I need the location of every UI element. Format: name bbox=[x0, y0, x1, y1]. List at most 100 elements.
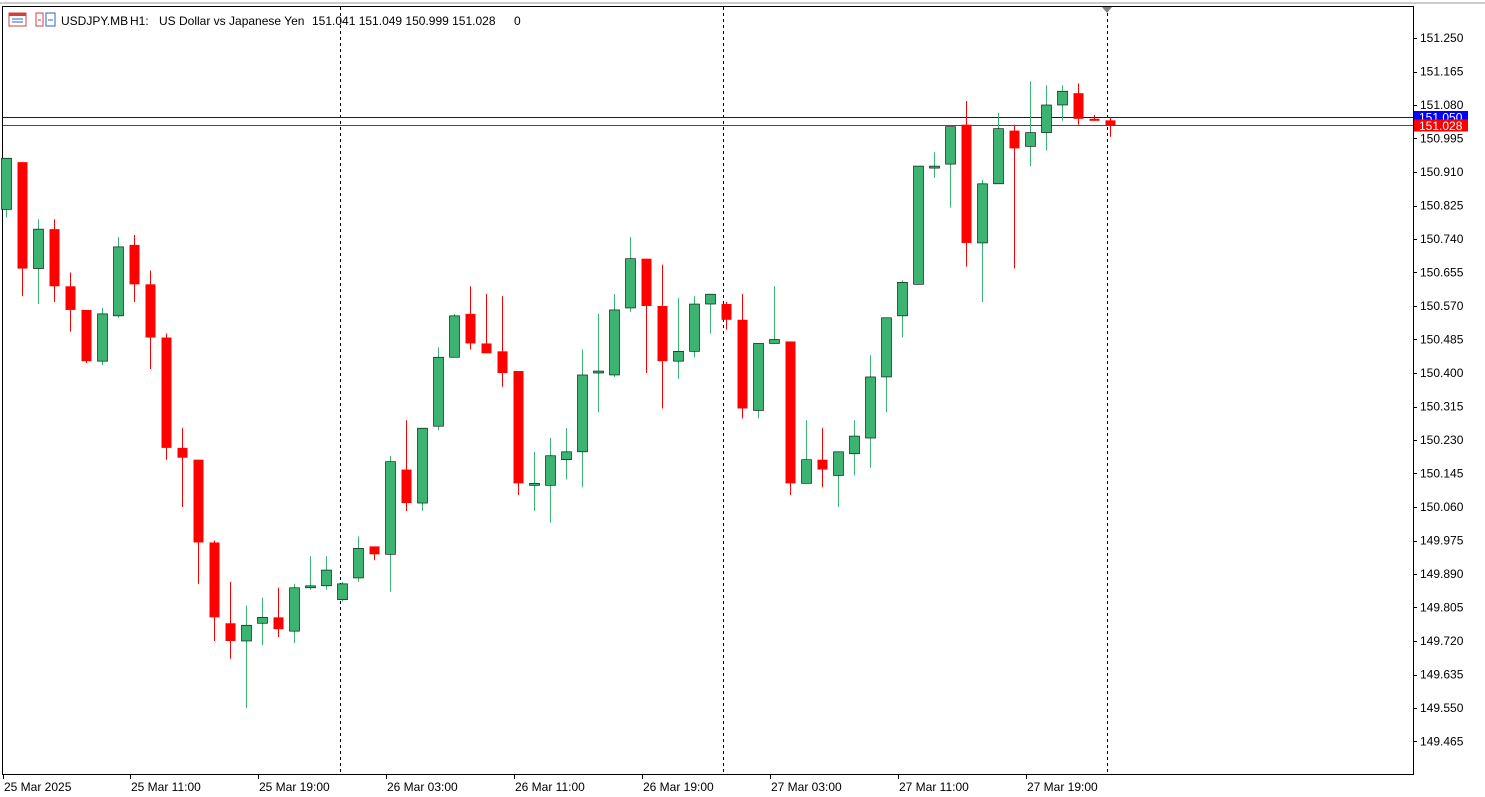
bearish-candle bbox=[81, 309, 92, 364]
bullish-candle bbox=[321, 556, 332, 590]
candle-body bbox=[417, 427, 428, 504]
time-tick-label: 27 Mar 11:00 bbox=[899, 780, 969, 794]
bearish-candle bbox=[481, 294, 492, 354]
candle-body bbox=[625, 258, 636, 309]
time-tick-label: 25 Mar 11:00 bbox=[131, 780, 201, 794]
candle-body bbox=[1073, 93, 1084, 119]
price-tick-label: 150.230 bbox=[1420, 433, 1464, 447]
bullish-candle bbox=[545, 438, 556, 523]
candle-body bbox=[865, 376, 876, 439]
price-axis[interactable]: 151.250 151.165 151.080 150.995 150.910 150.8… bbox=[1413, 31, 1464, 749]
price-tick-label: 150.570 bbox=[1420, 299, 1464, 313]
shift-marker-icon[interactable] bbox=[1102, 7, 1112, 13]
time-axis[interactable]: 25 Mar 2025 25 Mar 11:00 25 Mar 19:00 26 Ma… bbox=[3, 775, 1099, 794]
price-tick-label: 150.740 bbox=[1420, 232, 1464, 246]
candle-body bbox=[129, 244, 140, 285]
candle-body bbox=[65, 286, 76, 310]
candle-body bbox=[385, 461, 396, 555]
bullish-candle bbox=[977, 179, 988, 303]
candle-body bbox=[177, 447, 188, 458]
candle-body bbox=[305, 585, 316, 589]
candle-body bbox=[465, 313, 476, 344]
bullish-candle bbox=[305, 556, 316, 590]
bearish-candle bbox=[369, 546, 380, 561]
chart-window-icon[interactable] bbox=[8, 12, 27, 27]
candle-body bbox=[1105, 120, 1116, 126]
candle-body bbox=[817, 459, 828, 470]
price-tick-label: 149.720 bbox=[1420, 634, 1464, 648]
bearish-candle bbox=[129, 235, 140, 303]
candle-body bbox=[1025, 132, 1036, 147]
candle-body bbox=[17, 162, 28, 269]
candle-body bbox=[881, 317, 892, 378]
last-price-badge: 151.028 bbox=[1414, 119, 1468, 133]
price-tick-label: 149.465 bbox=[1420, 735, 1464, 749]
candle-body bbox=[769, 339, 780, 344]
bearish-candle bbox=[65, 272, 76, 332]
bullish-candle bbox=[257, 597, 268, 645]
bearish-candle bbox=[225, 581, 236, 659]
candle-body bbox=[1009, 130, 1020, 149]
one-click-trading-icon[interactable] bbox=[35, 12, 56, 27]
bullish-candle bbox=[433, 347, 444, 431]
candle-body bbox=[241, 624, 252, 642]
candle-body bbox=[433, 356, 444, 427]
time-tick-label: 27 Mar 19:00 bbox=[1027, 780, 1098, 794]
time-tick-label: 25 Mar 2025 bbox=[4, 780, 72, 794]
candle-body bbox=[1041, 104, 1052, 133]
time-tick-label: 26 Mar 03:00 bbox=[387, 780, 458, 794]
bullish-candle bbox=[561, 428, 572, 480]
candle-body bbox=[1089, 118, 1100, 121]
candle-body bbox=[529, 483, 540, 486]
candle-body bbox=[929, 165, 940, 169]
bearish-candle bbox=[193, 459, 204, 584]
bearish-candle bbox=[1073, 83, 1084, 125]
price-tick-label: 150.315 bbox=[1420, 400, 1464, 414]
candle-body bbox=[353, 548, 364, 579]
bearish-candle bbox=[721, 302, 732, 330]
bearish-candle bbox=[177, 428, 188, 507]
bullish-candle bbox=[337, 581, 348, 602]
time-tick-label: 26 Mar 19:00 bbox=[643, 780, 714, 794]
candle-body bbox=[913, 165, 924, 285]
candle-body bbox=[785, 341, 796, 484]
bullish-candle bbox=[625, 237, 636, 312]
bullish-candle bbox=[769, 286, 780, 344]
bearish-candle bbox=[209, 540, 220, 641]
bullish-candle bbox=[881, 317, 892, 413]
price-tick-label: 150.910 bbox=[1420, 165, 1464, 179]
bearish-candle bbox=[145, 270, 156, 370]
bullish-candle bbox=[609, 294, 620, 377]
bullish-candle bbox=[801, 420, 812, 484]
candle-body bbox=[337, 583, 348, 600]
bullish-candle bbox=[385, 455, 396, 592]
price-tick-label: 151.250 bbox=[1420, 31, 1464, 45]
bullish-candle bbox=[849, 420, 860, 476]
price-tick-label: 149.550 bbox=[1420, 701, 1464, 715]
price-tick-label: 149.975 bbox=[1420, 534, 1464, 548]
header-description: US Dollar vs Japanese Yen bbox=[159, 14, 304, 28]
candle-body bbox=[257, 617, 268, 624]
bullish-candle bbox=[1, 157, 12, 218]
candle-body bbox=[1057, 90, 1068, 106]
candle-body bbox=[593, 370, 604, 374]
bearish-candle bbox=[161, 333, 172, 460]
bullish-candle bbox=[865, 355, 876, 468]
candle-body bbox=[193, 459, 204, 543]
bearish-candle bbox=[497, 296, 508, 387]
candle-body bbox=[113, 246, 124, 317]
price-tick-label: 150.400 bbox=[1420, 366, 1464, 380]
bullish-candle bbox=[33, 219, 44, 305]
time-tick-label: 25 Mar 19:00 bbox=[259, 780, 330, 794]
header-symbol: USDJPY.MB bbox=[61, 14, 128, 28]
bullish-candle bbox=[689, 296, 700, 358]
candle-body bbox=[689, 303, 700, 352]
bullish-candle bbox=[945, 126, 956, 208]
bearish-candle bbox=[49, 219, 60, 303]
bullish-candle bbox=[577, 349, 588, 488]
candle-body bbox=[145, 284, 156, 338]
price-tick-label: 150.655 bbox=[1420, 266, 1464, 280]
price-tick-label: 149.635 bbox=[1420, 668, 1464, 682]
bearish-candle bbox=[657, 264, 668, 409]
